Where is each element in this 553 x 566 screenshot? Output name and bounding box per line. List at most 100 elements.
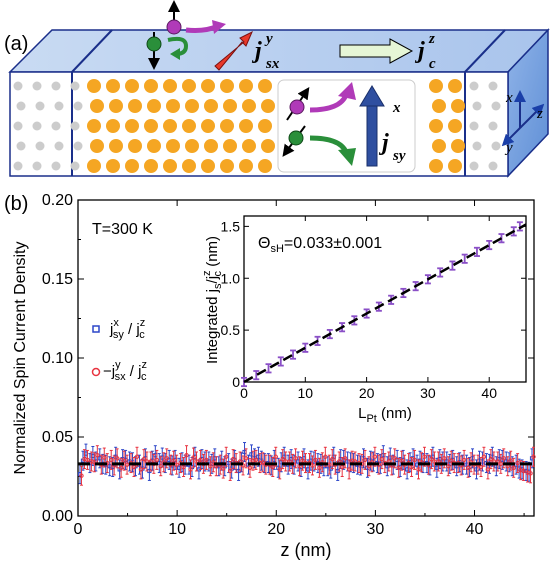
data-point-circle — [446, 464, 451, 469]
lead-atom — [54, 141, 64, 151]
inset-y-tick-label: 0 — [232, 374, 240, 390]
inset-axis-ticks: 0 10 20 30 40 0 0.5 1.0 1.5 — [221, 216, 526, 401]
pt-atom — [144, 119, 158, 133]
inset-plot-data — [241, 221, 527, 388]
data-point-circle — [293, 456, 298, 461]
pt-atom — [87, 79, 101, 93]
data-point-circle — [442, 456, 447, 461]
jsy-label: j x sy — [378, 100, 406, 164]
pt-atom — [144, 79, 158, 93]
pt-atom — [432, 99, 446, 113]
data-point-circle — [198, 457, 203, 463]
lead-atom — [469, 81, 479, 91]
main-x-axis-title: z (nm) — [281, 540, 332, 560]
lead-atom — [35, 141, 45, 151]
top-spin-up — [166, 0, 226, 35]
lead-atom — [16, 101, 26, 111]
pt-atom — [220, 159, 234, 173]
pt-atom — [204, 139, 218, 153]
y-tick-label: 0.10 — [42, 350, 73, 367]
data-point-circle — [79, 473, 84, 478]
svg-text:x: x — [392, 100, 401, 116]
pt-atom — [182, 119, 196, 133]
pt-atom — [451, 99, 465, 113]
svg-text:c: c — [429, 56, 436, 72]
pt-atom — [242, 99, 256, 113]
legend-text-jsy: jx sy / jz c — [109, 317, 145, 341]
lead-atom — [51, 81, 61, 91]
pt-atom — [90, 139, 104, 153]
data-point-circle — [488, 456, 494, 462]
pt-atom — [242, 139, 256, 153]
x-tick-label: 30 — [366, 521, 384, 538]
pt-atom — [87, 159, 101, 173]
lead-atom — [32, 121, 42, 131]
region-divider-right — [464, 29, 506, 73]
pt-atom — [261, 139, 275, 153]
data-point-circle — [204, 457, 209, 463]
lead-atom — [469, 121, 479, 131]
data-point-circle — [253, 457, 259, 463]
pt-atom — [223, 99, 237, 113]
data-point-circle — [247, 465, 253, 471]
inset-x-tick-label: 10 — [298, 385, 314, 401]
data-point-circle — [379, 456, 385, 462]
lead-atom — [491, 101, 501, 111]
pt-atom — [109, 99, 123, 113]
pt-atom — [147, 139, 161, 153]
inset-x-tick-label: 40 — [481, 385, 497, 401]
inset-fit-line — [243, 223, 527, 384]
data-point-circle — [102, 455, 107, 460]
x-tick-label: 40 — [466, 521, 484, 538]
data-point-circle — [227, 468, 233, 474]
data-point-circle — [240, 463, 246, 468]
lead-atom — [472, 101, 482, 111]
inset-x-tick-label: 20 — [359, 385, 375, 401]
lead-atom — [70, 161, 80, 171]
lead-atom — [13, 81, 23, 91]
data-point-circle — [449, 458, 454, 463]
data-point-circle — [501, 456, 506, 461]
lead-atom — [469, 161, 479, 171]
pt-atom — [201, 119, 215, 133]
data-point-circle — [118, 465, 124, 471]
data-point-circle — [109, 457, 114, 463]
legend-marker-circle — [91, 367, 101, 377]
lead-atom — [73, 141, 83, 151]
data-point-circle — [372, 454, 378, 459]
pt-atom — [451, 139, 465, 153]
spin-hall-angle-annotation: ΘsH=0.033±0.001 — [258, 235, 382, 255]
region-divider-left — [71, 29, 113, 73]
data-point-circle — [277, 467, 282, 472]
data-point-circle — [310, 463, 315, 468]
pt-atom — [261, 99, 275, 113]
pt-atom — [429, 119, 443, 133]
pt-atom — [166, 139, 180, 153]
axes-triad: x z y — [501, 90, 545, 156]
lead-atom — [491, 141, 501, 151]
pt-atom — [182, 79, 196, 93]
panel-a-label: (a) — [4, 33, 28, 55]
lead-atom — [488, 121, 498, 131]
jsx-arrow — [214, 30, 253, 71]
lead-atom — [488, 81, 498, 91]
data-point-circle — [280, 456, 285, 462]
data-point-circle — [124, 462, 130, 467]
data-point-circle — [260, 460, 266, 465]
data-point-circle — [498, 461, 503, 467]
legend-text-jsx: −jy sx / jz c — [103, 359, 147, 383]
data-point-circle — [528, 471, 533, 476]
pt-atom — [258, 119, 272, 133]
data-point-circle — [432, 459, 437, 464]
lead-atom — [13, 161, 23, 171]
data-point-circle — [208, 464, 213, 469]
inset-y-tick-label: 0.5 — [221, 322, 241, 338]
data-point-circle — [95, 452, 100, 458]
legend-item-jsx: −jy sx / jz c — [91, 359, 147, 383]
data-point-circle — [184, 452, 189, 458]
pt-atom — [128, 139, 142, 153]
data-point-circle — [141, 456, 147, 462]
pt-atom — [239, 159, 253, 173]
data-point-circle — [138, 467, 144, 472]
data-point-circle — [429, 456, 434, 462]
